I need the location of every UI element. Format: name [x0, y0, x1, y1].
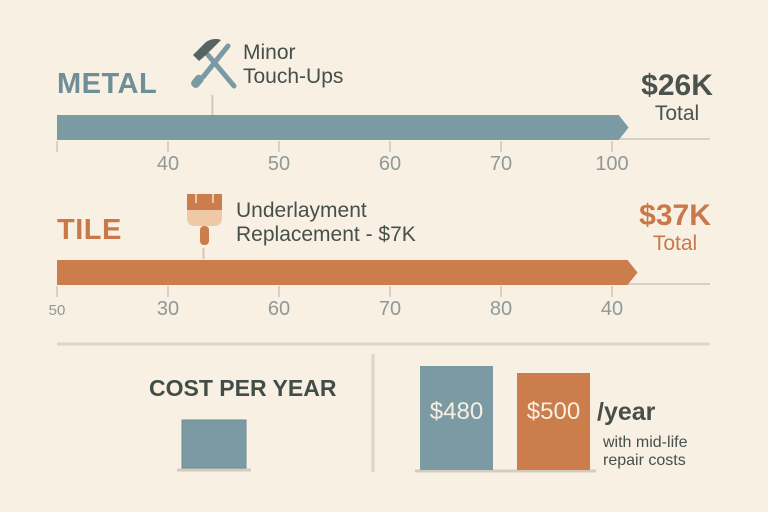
paint-brush-icon — [187, 194, 222, 245]
tile-tick-label: 70 — [378, 298, 402, 320]
cost-legend-swatch — [181, 419, 247, 469]
metal-tick-label: 50 — [267, 153, 291, 175]
tile-timeline — [56, 248, 710, 297]
cost-bar-tile: $500 — [517, 372, 590, 470]
metal-event-label: Minor Touch-Ups — [243, 41, 343, 89]
tile-event-label: Underlayment Replacement - $7K — [236, 199, 416, 247]
cost-unit: /year — [597, 398, 656, 426]
tile-total-value: $37K — [639, 199, 711, 232]
metal-ticks — [56, 141, 613, 152]
metal-total: $26K Total — [630, 70, 724, 126]
tile-tick-label: 60 — [267, 298, 291, 320]
cost-per-year-title: COST PER YEAR — [149, 375, 337, 401]
metal-bar — [57, 115, 629, 140]
metal-label: METAL — [57, 68, 158, 100]
metal-event-line2: Touch-Ups — [243, 65, 344, 88]
hammer-screwdriver-icon — [191, 38, 237, 89]
tile-tick-label: 50 — [48, 302, 66, 319]
cost-bar-metal-label: $480 — [429, 398, 484, 425]
cost-bar-tile-label: $500 — [526, 397, 581, 425]
metal-tick-label: 70 — [489, 153, 513, 175]
cost-note: with mid-life repair costs — [603, 434, 687, 470]
metal-tick-label: 40 — [156, 153, 180, 175]
metal-timeline — [56, 95, 710, 152]
metal-tick-label: 60 — [378, 153, 402, 175]
metal-total-caption: Total — [654, 102, 700, 125]
tile-tick-label: 80 — [489, 298, 513, 320]
tile-total: $37K Total — [628, 200, 722, 256]
cost-note-line2: repair costs — [603, 452, 686, 469]
metal-total-value: $26K — [641, 69, 713, 102]
tile-bar — [57, 260, 638, 285]
cost-bar-metal: $480 — [420, 366, 493, 470]
metal-tick-label: 100 — [595, 153, 629, 175]
tile-tick-label: 40 — [600, 298, 624, 320]
tile-total-caption: Total — [652, 232, 698, 255]
tile-event-line1: Underlayment — [236, 199, 367, 222]
tile-event-line2: Replacement - $7K — [236, 223, 416, 246]
tile-tick-label: 30 — [156, 298, 180, 320]
tile-label: TILE — [57, 214, 122, 246]
metal-event-line1: Minor — [243, 41, 296, 64]
cost-note-line1: with mid-life — [603, 434, 688, 451]
tile-ticks — [56, 286, 613, 297]
